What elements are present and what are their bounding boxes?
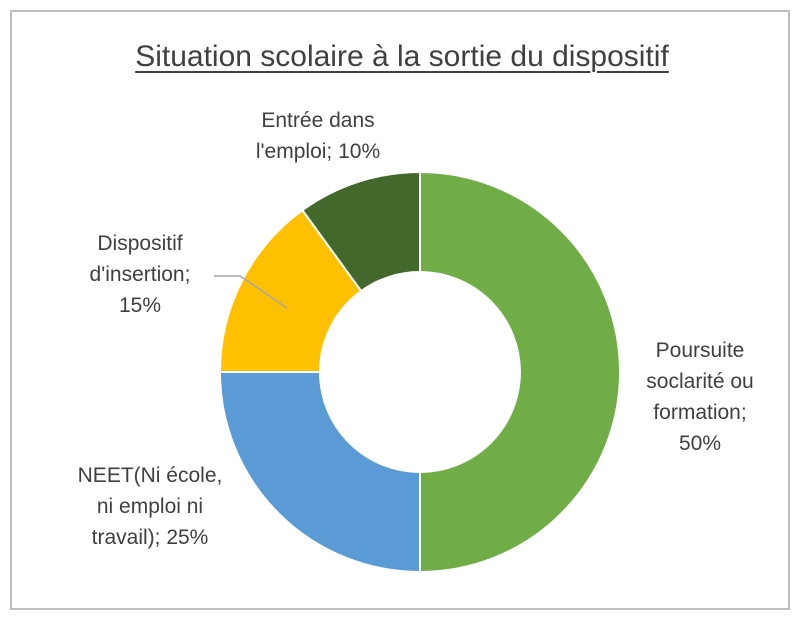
donut-slice-2 xyxy=(218,371,421,574)
leader-line xyxy=(214,275,288,309)
slice-label-3: Dispositif d'insertion; 15% xyxy=(90,232,191,317)
chart-title: Situation scolaire à la sortie du dispos… xyxy=(135,40,669,73)
slice-label-4: Entrée dans l'emploi; 10% xyxy=(256,109,380,163)
donut-slice-1 xyxy=(419,170,621,574)
slice-label-2: NEET(Ni école, ni emploi ni travail); 25% xyxy=(78,464,223,549)
donut-slice-4 xyxy=(301,170,421,293)
slice-label-1: Poursuite soclarité ou formation; 50% xyxy=(646,339,753,455)
